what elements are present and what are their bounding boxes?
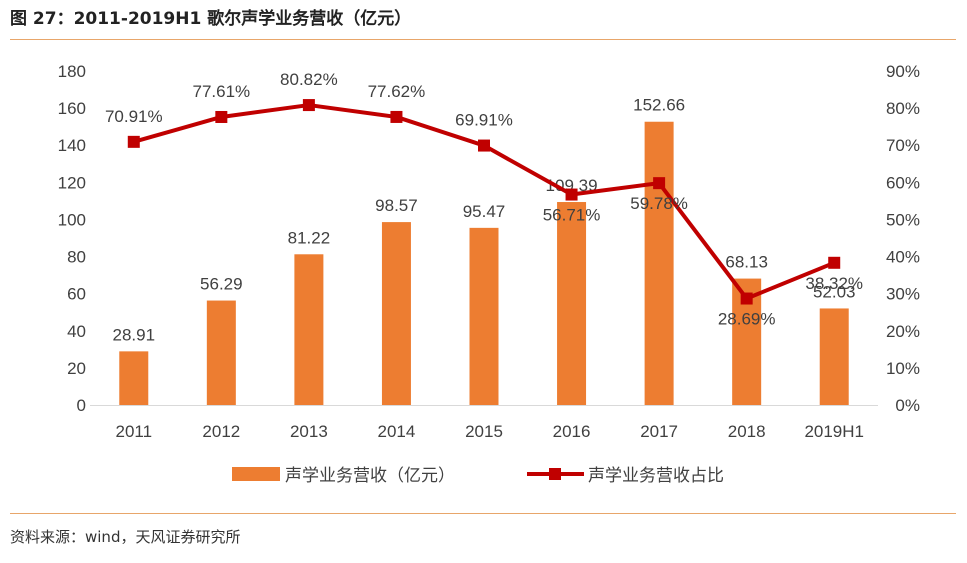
line-label-2015: 69.91% bbox=[455, 111, 513, 130]
line-marker-2019H1 bbox=[828, 256, 841, 269]
bar-series bbox=[119, 121, 849, 405]
y-left-tick-label: 20 bbox=[67, 359, 86, 378]
y-right-tick-label: 70% bbox=[886, 136, 920, 155]
x-tick-label: 2013 bbox=[290, 422, 328, 441]
y-left-tick-label: 180 bbox=[58, 62, 86, 81]
line-label-2019H1: 38.32% bbox=[805, 274, 863, 293]
line-marker-2015 bbox=[478, 139, 490, 152]
legend: 声学业务营收（亿元） 声学业务营收占比 bbox=[232, 466, 724, 485]
bar-label-2012: 56.29 bbox=[200, 275, 243, 294]
x-tick-label: 2017 bbox=[640, 422, 678, 441]
y-left-tick-label: 100 bbox=[58, 210, 86, 229]
bar-label-2019H1: 52.03 bbox=[813, 282, 856, 301]
x-tick-label: 2019H1 bbox=[804, 422, 864, 441]
y-right-tick-label: 80% bbox=[886, 99, 920, 118]
y-right-tick-label: 50% bbox=[886, 210, 920, 229]
line-label-2014: 77.62% bbox=[368, 82, 426, 101]
bar-label-2016: 109.39 bbox=[546, 176, 598, 195]
top-rule bbox=[10, 39, 956, 40]
y-left-tick-label: 160 bbox=[58, 99, 86, 118]
legend-swatch-marker bbox=[549, 468, 561, 480]
bar-2017 bbox=[644, 121, 674, 405]
bottom-rule bbox=[10, 513, 956, 514]
bar-label-2015: 95.47 bbox=[463, 202, 506, 221]
line-label-2017: 59.78% bbox=[630, 194, 688, 213]
y-left-axis: 0 20 40 60 80 100 120 140 160 180 bbox=[58, 62, 86, 415]
y-left-tick-label: 60 bbox=[67, 285, 86, 304]
x-tick-label: 2018 bbox=[728, 422, 766, 441]
line-label-2012: 77.61% bbox=[192, 82, 250, 101]
y-left-tick-label: 40 bbox=[67, 322, 86, 341]
bar-2011 bbox=[119, 351, 149, 405]
line-marker-2016 bbox=[565, 188, 578, 201]
line-marker-2017 bbox=[653, 177, 666, 190]
legend-swatch-bar bbox=[232, 467, 280, 481]
line-marker-2011 bbox=[127, 135, 140, 148]
bar-data-labels: 28.91 56.29 81.22 98.57 95.47 109.39 152.66 68.… bbox=[113, 96, 856, 345]
y-right-tick-label: 0% bbox=[895, 396, 920, 415]
y-right-tick-label: 20% bbox=[886, 322, 920, 341]
bar-2019H1 bbox=[819, 308, 849, 405]
line-marker-2014 bbox=[390, 110, 403, 123]
line-marker-2012 bbox=[215, 110, 228, 123]
x-tick-label: 2011 bbox=[115, 422, 152, 441]
y-left-tick-label: 80 bbox=[67, 248, 86, 267]
bar-label-2011: 28.91 bbox=[113, 325, 156, 344]
line-markers bbox=[127, 99, 841, 305]
x-tick-label: 2014 bbox=[378, 422, 416, 441]
x-tick-label: 2016 bbox=[553, 422, 591, 441]
bar-2015 bbox=[469, 227, 499, 405]
bar-2016 bbox=[557, 202, 587, 405]
bar-label-2013: 81.22 bbox=[288, 228, 331, 247]
x-tick-label: 2015 bbox=[465, 422, 503, 441]
bar-2013 bbox=[294, 254, 324, 405]
line-label-2016: 56.71% bbox=[543, 206, 601, 225]
bar-label-2018: 68.13 bbox=[725, 253, 768, 272]
y-right-tick-label: 90% bbox=[886, 62, 920, 81]
y-left-tick-label: 0 bbox=[77, 396, 86, 415]
y-right-tick-label: 30% bbox=[886, 285, 920, 304]
line-label-2013: 80.82% bbox=[280, 70, 338, 89]
figure-title: 图 27：2011-2019H1 歌尔声学业务营收（亿元） bbox=[10, 9, 412, 29]
y-right-axis: 0% 10% 20% 30% 40% 50% 60% 70% 80% 90% bbox=[886, 62, 920, 415]
bar-label-2014: 98.57 bbox=[375, 196, 418, 215]
y-right-tick-label: 40% bbox=[886, 248, 920, 267]
bar-2014 bbox=[381, 222, 411, 405]
bar-2012 bbox=[206, 300, 236, 405]
line-label-2011: 70.91% bbox=[105, 107, 163, 126]
x-axis-tick-labels: 2011 2012 2013 2014 2015 2016 2017 2018 2019H1 bbox=[115, 422, 864, 441]
source-note: 资料来源：wind，天风证券研究所 bbox=[10, 528, 241, 546]
x-tick-label: 2012 bbox=[202, 422, 240, 441]
line-marker-2013 bbox=[302, 99, 315, 112]
line-data-labels: 70.91% 77.61% 80.82% 77.62% 69.91% 56.71% 59.7… bbox=[105, 70, 863, 328]
line-marker-2018 bbox=[740, 292, 753, 305]
y-right-tick-label: 10% bbox=[886, 359, 920, 378]
y-right-tick-label: 60% bbox=[886, 173, 920, 192]
line-label-2018: 28.69% bbox=[718, 310, 776, 329]
bar-label-2017: 152.66 bbox=[633, 96, 685, 115]
y-left-tick-label: 140 bbox=[58, 136, 86, 155]
legend-label-line: 声学业务营收占比 bbox=[588, 466, 724, 485]
legend-label-bar: 声学业务营收（亿元） bbox=[285, 466, 455, 485]
y-left-tick-label: 120 bbox=[58, 173, 86, 192]
